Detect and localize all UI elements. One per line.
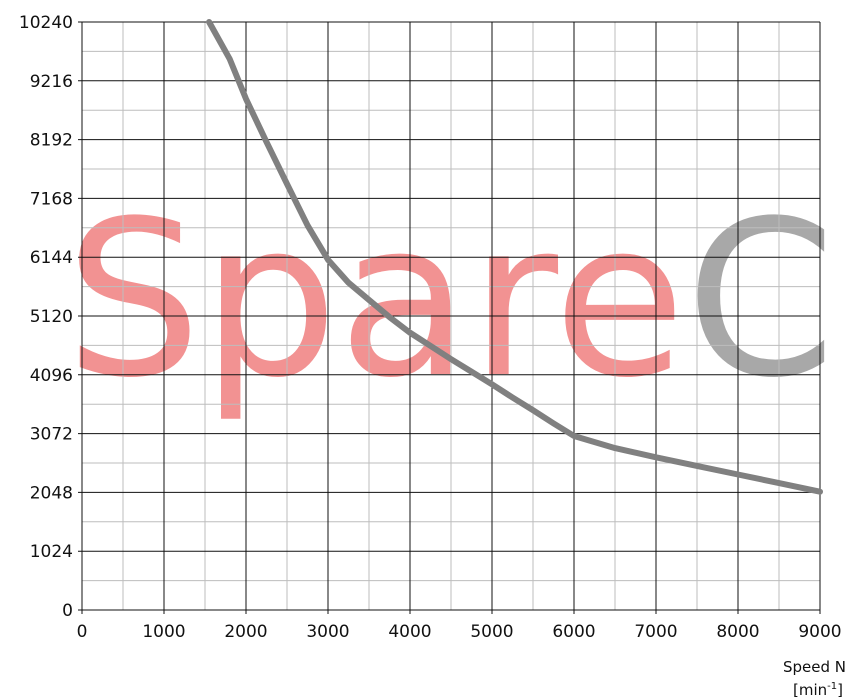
- x-tick-label: 0: [77, 622, 88, 642]
- y-tick-labels: 0 1024 2048 3072 4096 5120 6144 7168 8192 9216 102…: [19, 13, 73, 621]
- watermark-text: SpareCr: [65, 174, 849, 425]
- y-tick-label: 1024: [30, 542, 73, 562]
- y-tick-label: 0: [62, 601, 73, 621]
- x-tick-label: 7000: [634, 622, 677, 642]
- y-tick-label: 5120: [30, 307, 73, 327]
- x-tick-label: 9000: [798, 622, 841, 642]
- x-axis-unit-sup: -1: [827, 681, 837, 692]
- x-axis-unit-close: ]: [837, 681, 843, 699]
- y-tick-label: 6144: [30, 248, 73, 268]
- x-tick-label: 2000: [224, 622, 267, 642]
- x-tick-label: 4000: [388, 622, 431, 642]
- y-tick-label: 10240: [19, 13, 73, 33]
- major-grid: [78, 21, 821, 614]
- y-tick-label: 8192: [30, 131, 73, 151]
- series-layer: [206, 19, 823, 495]
- x-tick-label: 1000: [142, 622, 185, 642]
- x-axis-label: Speed N: [783, 658, 846, 676]
- x-tick-label: 8000: [716, 622, 759, 642]
- x-axis-unit: [min-1]: [793, 681, 843, 699]
- series-line: [206, 19, 823, 495]
- y-tick-label: 4096: [30, 366, 73, 386]
- y-tick-label: 7168: [30, 189, 73, 209]
- x-axis-unit-base: [min: [793, 681, 827, 699]
- y-tick-label: 9216: [30, 72, 73, 92]
- watermark-part-cr: Cr: [686, 174, 849, 425]
- x-axis-title: Speed N [min-1]: [783, 658, 846, 699]
- x-tick-label: 5000: [470, 622, 513, 642]
- y-tick-label: 2048: [30, 483, 73, 503]
- x-tick-label: 6000: [552, 622, 595, 642]
- y-tick-label: 3072: [30, 425, 73, 445]
- minor-grid: [82, 22, 820, 610]
- watermark: SpareCr: [65, 174, 849, 425]
- x-tick-labels: 0 1000 2000 3000 4000 5000 6000 7000 8000 9000: [77, 622, 842, 642]
- watermark-part-spare: Spare: [65, 174, 686, 425]
- x-tick-label: 3000: [306, 622, 349, 642]
